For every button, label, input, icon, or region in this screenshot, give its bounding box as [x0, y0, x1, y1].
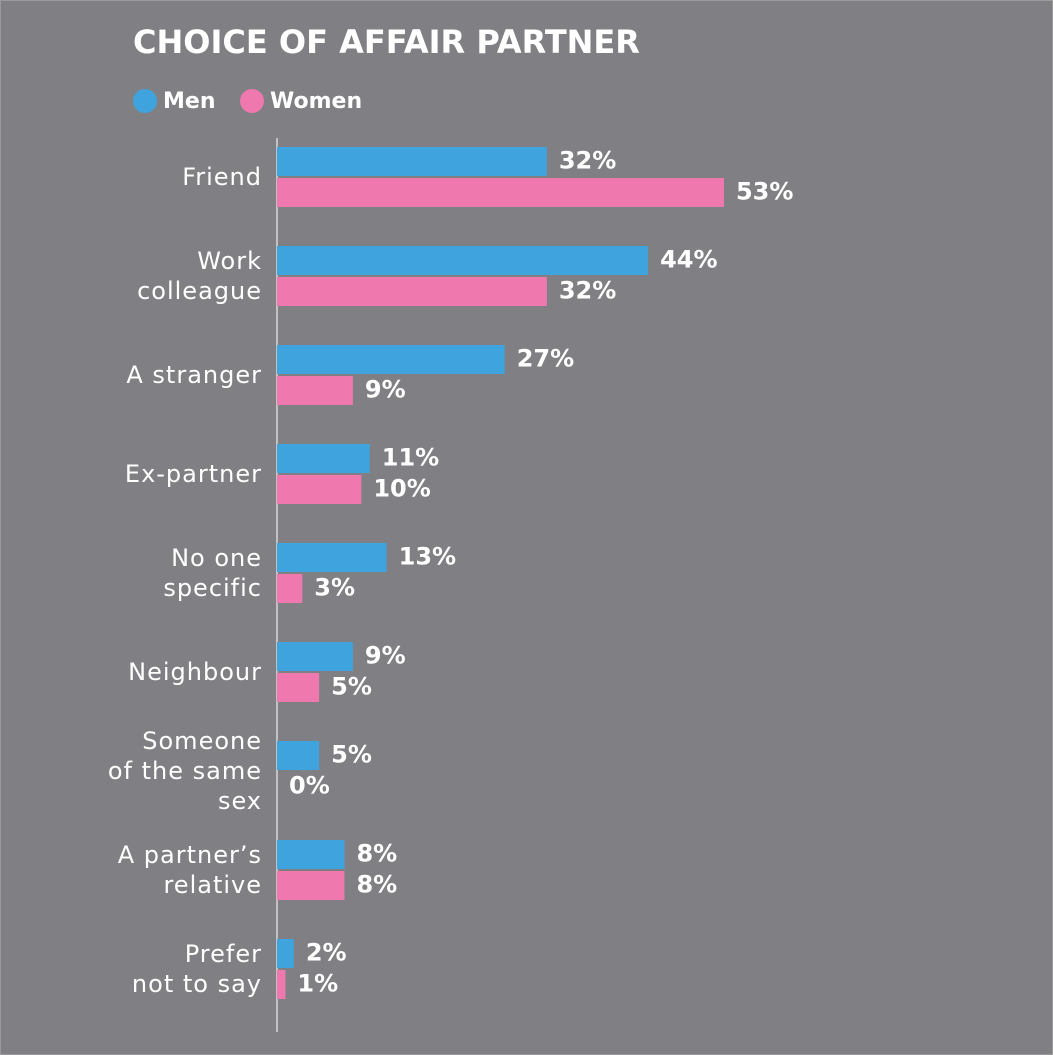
y-tick-label: Prefer not to say: [132, 940, 262, 998]
value-label: 8%: [356, 840, 397, 868]
bar: [277, 345, 505, 374]
bar: [277, 673, 320, 702]
value-label: 9%: [365, 642, 406, 670]
bar: [277, 543, 387, 572]
value-label: 5%: [331, 673, 372, 701]
value-label: 1%: [297, 970, 338, 998]
value-label: 32%: [559, 277, 616, 305]
legend-swatch: [240, 89, 264, 113]
legend-label: Men: [163, 89, 215, 114]
bar: [277, 970, 286, 999]
value-label: 10%: [373, 475, 430, 503]
y-tick-label: Friend: [182, 163, 262, 191]
legend-label: Women: [270, 89, 362, 114]
bar: [277, 939, 294, 968]
bar: [277, 246, 649, 275]
bar: [277, 147, 547, 176]
chart-title: CHOICE OF AFFAIR PARTNER: [133, 23, 640, 61]
value-label: 2%: [306, 939, 347, 967]
value-label: 27%: [517, 345, 574, 373]
value-label: 11%: [382, 444, 439, 472]
value-label: 9%: [365, 376, 406, 404]
y-tick-label: Ex-partner: [125, 460, 262, 488]
bar: [277, 741, 320, 770]
value-label: 44%: [660, 246, 717, 274]
value-label: 8%: [356, 871, 397, 899]
y-tick-label: Someone of the same sex: [108, 727, 262, 815]
value-label: 13%: [399, 543, 456, 571]
y-tick-label: Neighbour: [128, 658, 262, 686]
y-tick-label: A stranger: [126, 361, 262, 389]
value-label: 32%: [559, 147, 616, 175]
y-tick-label: Work colleague: [137, 247, 262, 305]
bar: [277, 277, 547, 306]
legend-swatch: [133, 89, 157, 113]
bar: [277, 444, 370, 473]
bar: [277, 642, 353, 671]
value-label: 0%: [289, 772, 330, 800]
y-tick-label: A partner’s relative: [118, 841, 262, 899]
y-tick-label: No one specific: [163, 544, 262, 602]
bar: [277, 574, 303, 603]
value-label: 5%: [331, 741, 372, 769]
bar: [277, 475, 362, 504]
value-label: 3%: [314, 574, 355, 602]
value-label: 53%: [736, 178, 793, 206]
bar: [277, 376, 353, 405]
bar: [277, 871, 345, 900]
bar: [277, 178, 724, 207]
bar: [277, 840, 345, 869]
